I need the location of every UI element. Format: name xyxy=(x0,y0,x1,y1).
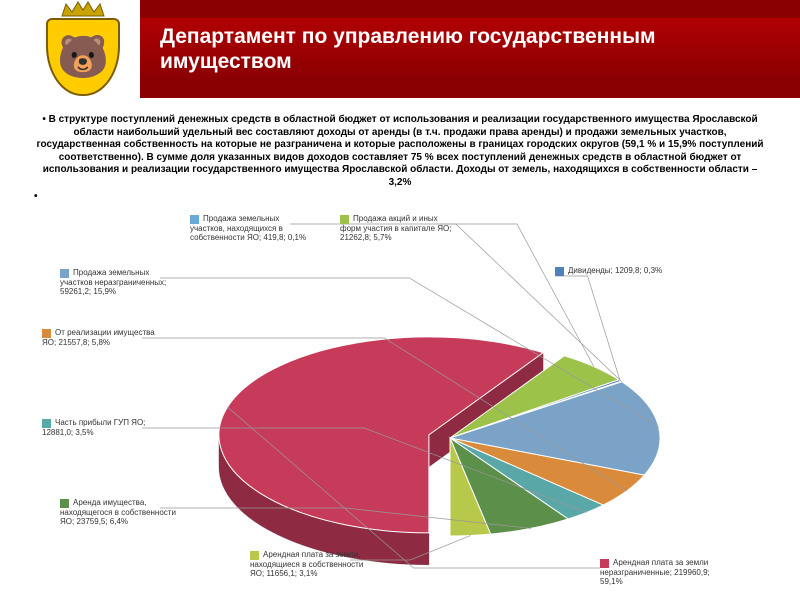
legend-swatch xyxy=(42,419,51,428)
pie-chart-svg xyxy=(40,208,760,588)
pie-slice-label: Продажа земельных участков неразграничен… xyxy=(60,268,180,296)
page-title: Департамент по управлению государственны… xyxy=(140,18,800,80)
description-text: • В структуре поступлений денежных средс… xyxy=(34,114,766,189)
pie-slice-label: От реализации имущества ЯО; 21557,8; 5,8… xyxy=(42,328,162,347)
legend-swatch xyxy=(42,329,51,338)
legend-text: Аренда имущества, находящегося в собстве… xyxy=(60,498,176,526)
description-content: В структуре поступлений денежных средств… xyxy=(36,114,763,188)
pie-chart: Арендная плата за земли неразграниченные… xyxy=(40,208,760,588)
legend-text: Продажа земельных участков неразграничен… xyxy=(60,268,166,296)
pie-slice-label: Продажа земельных участков, находящихся … xyxy=(190,214,310,242)
pie-slice-label: Арендная плата за земли, находящиеся в с… xyxy=(250,550,370,578)
legend-text: Продажа земельных участков, находящихся … xyxy=(190,214,306,242)
legend-text: Продажа акций и иных форм участия в капи… xyxy=(340,214,452,242)
legend-swatch xyxy=(60,499,69,508)
legend-swatch xyxy=(190,215,199,224)
pie-slice-label: Дивиденды; 1209,8; 0,3% xyxy=(555,266,662,276)
bear-icon: 🐻 xyxy=(57,36,109,78)
pie-slice-label: Аренда имущества, находящегося в собстве… xyxy=(60,498,180,526)
header-top-band xyxy=(140,0,800,18)
empty-bullet: • xyxy=(34,191,766,202)
pie-slice-label: Продажа акций и иных форм участия в капи… xyxy=(340,214,460,242)
legend-swatch xyxy=(340,215,349,224)
legend-text: Арендная плата за земли неразграниченные… xyxy=(600,558,710,586)
header: 🐻 Департамент по управлению государствен… xyxy=(0,0,800,100)
legend-text: Часть прибыли ГУП ЯО; 12881,0; 3,5% xyxy=(42,418,145,437)
legend-swatch xyxy=(555,267,564,276)
crown-icon xyxy=(60,0,106,18)
legend-text: Арендная плата за земли, находящиеся в с… xyxy=(250,550,363,578)
legend-text: От реализации имущества ЯО; 21557,8; 5,8… xyxy=(42,328,155,347)
pie-slice-label: Арендная плата за земли неразграниченные… xyxy=(600,558,720,586)
header-bottom-band xyxy=(140,80,800,98)
legend-swatch xyxy=(600,559,609,568)
legend-swatch xyxy=(60,269,69,278)
legend-swatch xyxy=(250,551,259,560)
pie-slice-label: Часть прибыли ГУП ЯО; 12881,0; 3,5% xyxy=(42,418,162,437)
legend-text: Дивиденды; 1209,8; 0,3% xyxy=(568,266,662,275)
coat-of-arms: 🐻 xyxy=(46,18,120,96)
